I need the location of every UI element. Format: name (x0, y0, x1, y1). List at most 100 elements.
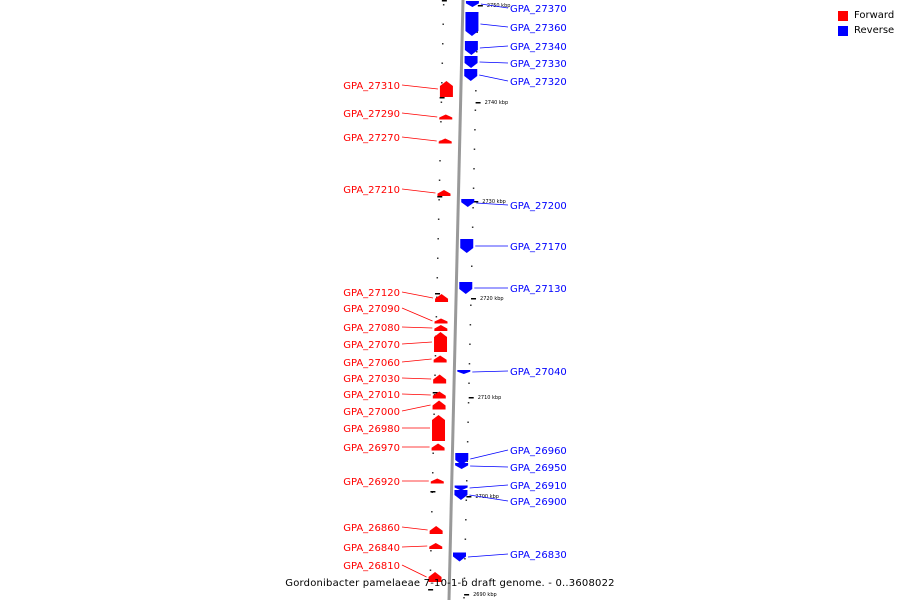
minor-tick (435, 316, 438, 318)
reverse-gene-glyph (461, 199, 475, 207)
forward-gene-glyph (435, 294, 449, 302)
minor-tick (436, 296, 438, 298)
legend-label-reverse: Reverse (854, 25, 895, 36)
scale-label: 2740 kbp (485, 100, 509, 106)
reverse-gene-leader (470, 449, 509, 460)
reverse-gene-leader (469, 484, 509, 489)
legend-item-forward: Forward (838, 8, 894, 23)
forward-gene-glyph (434, 318, 448, 324)
reverse-gene-glyph (465, 12, 479, 36)
forward-gene-glyph (438, 138, 452, 144)
minor-tick (442, 4, 445, 6)
forward-gene-glyph (432, 391, 446, 399)
forward-gene-leader (401, 393, 431, 396)
forward-gene-leader (401, 188, 436, 194)
reverse-gene-glyph (465, 1, 479, 7)
minor-tick (441, 82, 443, 84)
genome-caption: Gordonibacter pamelaeae 7-10-1-b draft g… (285, 578, 615, 589)
minor-tick (466, 460, 468, 462)
minor-tick (432, 452, 434, 454)
forward-gene-glyph (437, 190, 451, 196)
minor-tick (463, 577, 466, 579)
reverse-gene-label: GPA_27320 (510, 77, 567, 88)
forward-gene-label: GPA_27310 (343, 81, 400, 92)
major-tick (439, 97, 445, 99)
major-tick (473, 201, 479, 203)
minor-tick (440, 101, 443, 103)
forward-gene-label: GPA_27060 (343, 358, 400, 369)
reverse-gene-glyph (453, 552, 467, 562)
scale-label: 2690 kbp (473, 592, 497, 598)
scale-label: 2710 kbp (478, 395, 502, 401)
reverse-gene-glyph (464, 41, 478, 55)
forward-gene-label: GPA_27080 (343, 323, 400, 334)
minor-tick (476, 31, 478, 33)
minor-tick (436, 277, 439, 279)
minor-tick (437, 238, 439, 240)
forward-gene-glyph (434, 325, 448, 331)
reverse-gene-glyph (457, 370, 471, 374)
minor-tick (473, 148, 476, 150)
forward-gene-leader (401, 526, 428, 531)
reverse-gene-label: GPA_26960 (510, 446, 567, 457)
forward-gene-leader (401, 358, 432, 363)
minor-tick (469, 324, 472, 326)
scale: 2750 kbp 2740 kbp 2730 kbp 2720 kbp 2710 kbp… (428, 0, 510, 598)
forward-gene-glyph (432, 415, 446, 441)
reverse-gene-label: GPA_26950 (510, 463, 567, 474)
forward-gene-leader (401, 377, 432, 380)
forward-gene-leader (401, 291, 434, 299)
minor-tick (469, 343, 471, 345)
reverse-gene-leader (469, 494, 509, 502)
major-tick (428, 589, 434, 591)
genes: GPA_27310 GPA_27290 GPA_27270 GPA_27210 GPA_… (343, 1, 567, 582)
forward-gene-label: GPA_27010 (343, 390, 400, 401)
forward-gene-leader (401, 112, 438, 118)
reverse-gene-leader (470, 465, 509, 468)
reverse-gene-label: GPA_27040 (510, 367, 567, 378)
minor-tick (441, 43, 444, 45)
reverse-gene-leader (480, 23, 509, 28)
reverse-gene-leader (479, 74, 509, 82)
reverse-gene-glyph (454, 490, 468, 500)
scale-label: 2720 kbp (480, 296, 504, 302)
forward-gene-glyph (439, 81, 453, 97)
forward-gene-glyph (434, 332, 448, 352)
reverse-gene-leader (479, 45, 509, 49)
reverse-gene-glyph (459, 282, 473, 294)
genome-backbone (447, 0, 465, 600)
forward-swatch (838, 10, 848, 21)
minor-tick (466, 441, 469, 443)
major-tick (432, 392, 438, 394)
reverse-gene-glyph (464, 69, 478, 81)
reverse-gene-leader (467, 553, 509, 558)
forward-gene-label: GPA_27210 (343, 185, 400, 196)
minor-tick (468, 382, 470, 384)
forward-gene-leader (401, 404, 431, 412)
reverse-gene-glyph (454, 485, 468, 491)
minor-tick (434, 355, 437, 357)
reverse-gene-leader (479, 61, 509, 64)
minor-tick (440, 121, 442, 123)
minor-tick (470, 304, 472, 306)
major-tick (441, 0, 447, 2)
reverse-gene-leader (480, 3, 509, 9)
major-tick (437, 196, 443, 198)
minor-tick (463, 597, 465, 599)
major-tick (471, 298, 477, 300)
minor-tick (465, 499, 468, 501)
reverse-gene-label: GPA_27130 (510, 284, 567, 295)
forward-gene-glyph (431, 443, 445, 451)
scale-label: 2730 kbp (482, 199, 506, 205)
forward-gene-label: GPA_26840 (343, 543, 400, 554)
major-tick (468, 397, 474, 399)
major-tick (477, 5, 483, 7)
legend: Forward Reverse (838, 8, 894, 38)
major-tick (475, 102, 481, 104)
forward-gene-leader (401, 84, 438, 90)
minor-tick (465, 480, 468, 482)
reverse-gene-glyph (455, 453, 469, 465)
forward-gene-leader (401, 326, 433, 329)
forward-gene-label: GPA_27000 (343, 407, 400, 418)
forward-gene-glyph (428, 572, 442, 582)
